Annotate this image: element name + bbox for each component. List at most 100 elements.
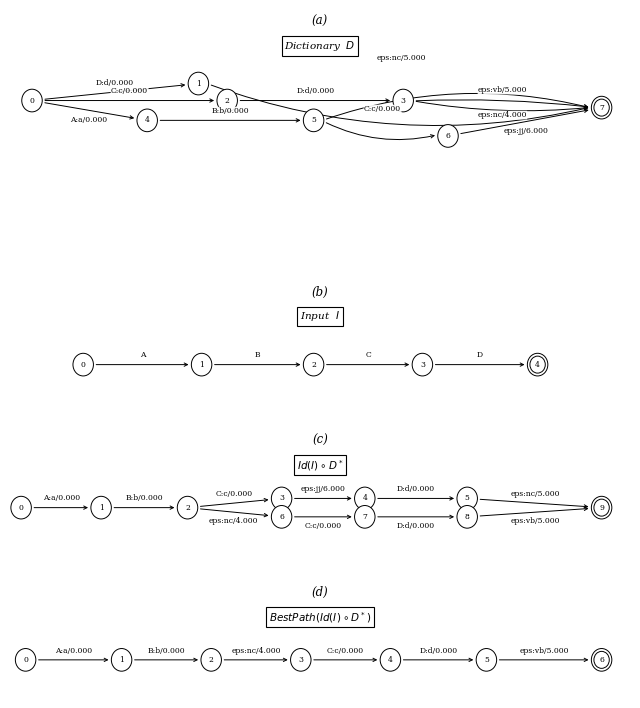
Text: 2: 2 bbox=[311, 360, 316, 369]
Text: 1: 1 bbox=[199, 360, 204, 369]
Text: 7: 7 bbox=[362, 513, 367, 521]
Circle shape bbox=[303, 109, 324, 132]
Circle shape bbox=[412, 353, 433, 376]
Circle shape bbox=[15, 649, 36, 671]
Text: 3: 3 bbox=[401, 96, 406, 105]
Text: B:b/0.000: B:b/0.000 bbox=[125, 494, 163, 503]
Circle shape bbox=[91, 496, 111, 519]
Text: D:d/0.000: D:d/0.000 bbox=[419, 646, 458, 655]
Text: A:a/0.000: A:a/0.000 bbox=[55, 646, 92, 655]
Text: $BestPath(Id(I) \circ D^*)$: $BestPath(Id(I) \circ D^*)$ bbox=[269, 610, 371, 624]
Text: 5: 5 bbox=[465, 494, 470, 503]
Text: 2: 2 bbox=[225, 96, 230, 105]
Circle shape bbox=[591, 649, 612, 671]
Text: 5: 5 bbox=[311, 116, 316, 125]
Circle shape bbox=[594, 651, 609, 668]
Text: eps:nc/5.000: eps:nc/5.000 bbox=[510, 490, 559, 498]
Text: 6: 6 bbox=[445, 132, 451, 140]
Text: 3: 3 bbox=[279, 494, 284, 503]
Circle shape bbox=[137, 109, 157, 132]
Text: C: C bbox=[365, 351, 371, 360]
Text: D:d/0.000: D:d/0.000 bbox=[397, 485, 435, 493]
Circle shape bbox=[177, 496, 198, 519]
Circle shape bbox=[355, 487, 375, 510]
Text: 3: 3 bbox=[298, 656, 303, 664]
Circle shape bbox=[476, 649, 497, 671]
Text: C:c/0.000: C:c/0.000 bbox=[111, 87, 148, 96]
Circle shape bbox=[594, 499, 609, 516]
Text: 0: 0 bbox=[23, 656, 28, 664]
Text: C:c/0.000: C:c/0.000 bbox=[327, 646, 364, 655]
Text: B: B bbox=[255, 351, 260, 360]
Text: 2: 2 bbox=[185, 503, 190, 512]
Text: 1: 1 bbox=[119, 656, 124, 664]
Text: C:c/0.000: C:c/0.000 bbox=[364, 105, 401, 113]
Circle shape bbox=[380, 649, 401, 671]
Text: 3: 3 bbox=[420, 360, 425, 369]
Text: (b): (b) bbox=[312, 286, 328, 299]
Text: 6: 6 bbox=[279, 513, 284, 521]
Text: Dictionary  $D$: Dictionary $D$ bbox=[284, 39, 356, 53]
Text: eps:vb/5.000: eps:vb/5.000 bbox=[519, 646, 569, 655]
Text: B:b/0.000: B:b/0.000 bbox=[212, 107, 249, 115]
Text: B:b/0.000: B:b/0.000 bbox=[148, 646, 185, 655]
Text: 2: 2 bbox=[209, 656, 214, 664]
Text: 8: 8 bbox=[465, 513, 470, 521]
Text: D: D bbox=[477, 351, 483, 360]
Text: Input  $I$: Input $I$ bbox=[300, 309, 340, 324]
Text: D:d/0.000: D:d/0.000 bbox=[397, 522, 435, 530]
Circle shape bbox=[22, 89, 42, 112]
Text: D:d/0.000: D:d/0.000 bbox=[296, 87, 334, 96]
Circle shape bbox=[191, 353, 212, 376]
Circle shape bbox=[530, 356, 545, 373]
Circle shape bbox=[438, 125, 458, 147]
Circle shape bbox=[457, 506, 477, 528]
Circle shape bbox=[355, 506, 375, 528]
Circle shape bbox=[188, 72, 209, 95]
Circle shape bbox=[201, 649, 221, 671]
Text: 1: 1 bbox=[196, 79, 201, 88]
Text: 4: 4 bbox=[535, 360, 540, 369]
Text: eps:jj/6.000: eps:jj/6.000 bbox=[301, 485, 346, 493]
Text: (d): (d) bbox=[312, 586, 328, 599]
Circle shape bbox=[111, 649, 132, 671]
Text: A:a/0.000: A:a/0.000 bbox=[42, 494, 80, 503]
Circle shape bbox=[73, 353, 93, 376]
Circle shape bbox=[303, 353, 324, 376]
Text: eps:vb/5.000: eps:vb/5.000 bbox=[478, 86, 527, 94]
Text: A:a/0.000: A:a/0.000 bbox=[70, 115, 107, 123]
Text: (a): (a) bbox=[312, 15, 328, 28]
Circle shape bbox=[271, 487, 292, 510]
Text: eps:vb/5.000: eps:vb/5.000 bbox=[510, 518, 559, 525]
Circle shape bbox=[217, 89, 237, 112]
Text: 0: 0 bbox=[29, 96, 35, 105]
Text: $Id(I) \circ D^*$: $Id(I) \circ D^*$ bbox=[296, 458, 344, 472]
Text: 6: 6 bbox=[599, 656, 604, 664]
Text: 4: 4 bbox=[145, 116, 150, 125]
Text: eps:nc/4.000: eps:nc/4.000 bbox=[209, 518, 259, 525]
Text: 0: 0 bbox=[81, 360, 86, 369]
Text: 9: 9 bbox=[599, 503, 604, 512]
Text: 7: 7 bbox=[599, 103, 604, 112]
Circle shape bbox=[527, 353, 548, 376]
Text: 4: 4 bbox=[362, 494, 367, 503]
Text: A: A bbox=[140, 351, 145, 360]
Text: 5: 5 bbox=[484, 656, 489, 664]
Circle shape bbox=[591, 496, 612, 519]
Circle shape bbox=[393, 89, 413, 112]
Text: 0: 0 bbox=[19, 503, 24, 512]
Circle shape bbox=[11, 496, 31, 519]
Text: 4: 4 bbox=[388, 656, 393, 664]
Text: eps:nc/4.000: eps:nc/4.000 bbox=[231, 646, 281, 655]
Text: 1: 1 bbox=[99, 503, 104, 512]
Circle shape bbox=[271, 506, 292, 528]
Text: (c): (c) bbox=[312, 434, 328, 447]
Circle shape bbox=[594, 99, 609, 116]
Circle shape bbox=[291, 649, 311, 671]
Text: eps:jj/6.000: eps:jj/6.000 bbox=[504, 127, 548, 135]
Text: eps:nc/4.000: eps:nc/4.000 bbox=[477, 111, 527, 119]
Text: C:c/0.000: C:c/0.000 bbox=[215, 490, 252, 498]
Text: C:c/0.000: C:c/0.000 bbox=[305, 522, 342, 530]
Text: D:d/0.000: D:d/0.000 bbox=[95, 79, 134, 87]
Circle shape bbox=[591, 96, 612, 119]
